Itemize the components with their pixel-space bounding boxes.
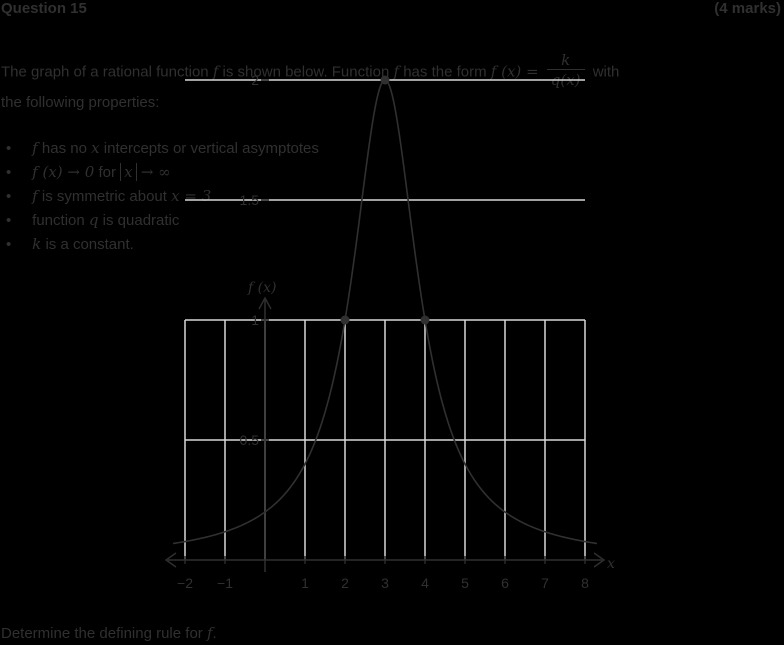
bullet-marker: •: [6, 212, 12, 229]
bullet-marker: •: [6, 188, 12, 205]
math-f: f: [32, 139, 38, 157]
y-tick-label: 0.5: [240, 432, 260, 448]
intro-text-has-form: has the form: [403, 63, 487, 81]
intro-text-before: The graph of a rational function: [1, 63, 209, 81]
x-tick-label: 4: [421, 575, 429, 591]
instruction-text: Determine the defining rule for: [1, 625, 203, 642]
intro-f-1: f: [212, 62, 219, 81]
property-text: intercepts or vertical asymptotes: [103, 140, 319, 157]
intro-line-1: The graph of a rational function f is sh…: [1, 51, 620, 92]
property-text: function: [32, 212, 85, 229]
instruction-f: f: [206, 624, 213, 642]
bullet-marker: •: [6, 164, 12, 181]
x-tick-label: 6: [501, 575, 509, 591]
x-tick-label: 7: [541, 575, 549, 591]
fraction-numerator: k: [546, 51, 585, 70]
axes: [164, 79, 606, 572]
marked-points: [340, 75, 430, 325]
property-text: is quadratic: [102, 212, 180, 229]
property-item-2: • f (x) → 0 for x → ∞: [6, 163, 171, 181]
marked-point: [340, 315, 350, 325]
x-tick-label: 1: [301, 575, 309, 591]
math-abs-x: x: [120, 163, 137, 181]
marked-point: [380, 75, 390, 85]
x-tick-label: 2: [341, 575, 349, 591]
math-k: k: [32, 235, 42, 253]
property-text: is a constant.: [45, 236, 134, 253]
y-axis-arrow: [258, 296, 272, 310]
x-tick-label: 8: [581, 575, 589, 591]
x-axis-right-arrow: [593, 552, 606, 568]
x-tick-label: 3: [381, 575, 389, 591]
property-text: is symmetric about: [41, 188, 167, 205]
x-axis-left-arrow: [164, 552, 177, 568]
y-tick-label: 1.5: [240, 192, 260, 208]
property-text: for: [98, 164, 116, 181]
instruction-line: Determine the defining rule for f.: [1, 624, 217, 642]
intro-f-2: f: [393, 62, 400, 81]
property-item-4: • function q is quadratic: [6, 211, 179, 229]
math-x: x: [91, 139, 100, 157]
property-item-5: • k is a constant.: [6, 235, 134, 253]
property-text: has no: [41, 140, 87, 157]
math-infinity: → ∞: [140, 163, 171, 181]
x-tick-label: 5: [461, 575, 469, 591]
intro-line-2: the following properties:: [1, 94, 160, 111]
intro-fx-lhs: f (x) =: [490, 62, 539, 81]
marked-point: [420, 315, 430, 325]
property-item-1: • f has no x intercepts or vertical asym…: [6, 139, 319, 157]
intro-text-with: with: [592, 63, 620, 81]
x-tick-label: −1: [217, 575, 233, 591]
math-q: q: [88, 211, 99, 229]
tick-labels: −2 −1 1 2 3 4 5 6 7 8 0.5 1 1.5 2 f (x) x: [177, 72, 615, 591]
question-marks: (4 marks): [714, 0, 781, 17]
y-axis-label: f (x): [247, 280, 276, 296]
bullet-marker: •: [6, 140, 12, 157]
math-f: f: [32, 187, 38, 205]
x-tick-label: −2: [177, 575, 193, 591]
grid: [184, 79, 586, 560]
question-title: Question 15: [1, 0, 87, 17]
math-limit: f (x) → 0: [32, 163, 95, 181]
instruction-period: .: [212, 625, 217, 642]
y-tick-label: 1: [251, 312, 259, 328]
bullet-marker: •: [6, 236, 12, 253]
intro-text-middle: is shown below. Function: [222, 63, 390, 81]
y-tick-label: 2: [251, 72, 259, 88]
x-axis-label: x: [607, 556, 615, 572]
